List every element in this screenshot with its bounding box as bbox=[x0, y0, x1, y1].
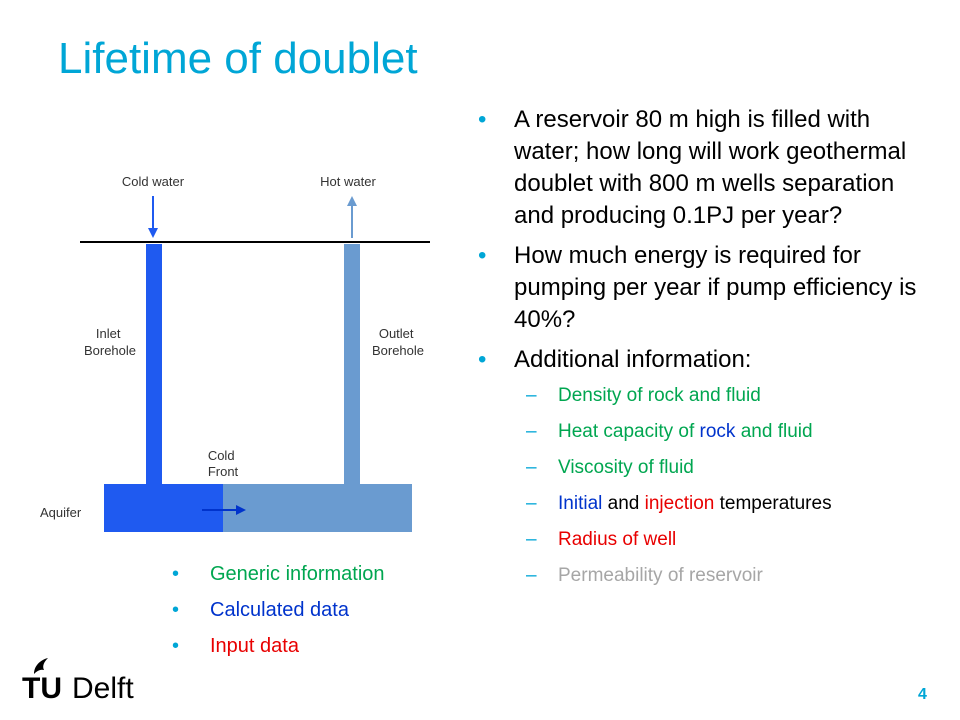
info-temp-suffix: temperatures bbox=[714, 493, 832, 514]
info-heat-capacity-prefix: Heat capacity of bbox=[558, 421, 700, 442]
color-legend: • Generic information • Calculated data • I… bbox=[172, 562, 385, 670]
bullet-icon: • bbox=[478, 242, 487, 269]
question-pumping: How much energy is required for pumping … bbox=[514, 242, 917, 333]
logo-tu: TU bbox=[22, 672, 62, 704]
additional-info-heading: Additional information: bbox=[514, 346, 752, 373]
dash-icon: – bbox=[526, 457, 537, 478]
list-item: • How much energy is required for pumping… bbox=[478, 240, 938, 336]
question-reservoir: A reservoir 80 m high is filled with wat… bbox=[514, 106, 907, 229]
inlet-borehole bbox=[146, 244, 162, 484]
bullet-icon: • bbox=[478, 106, 487, 133]
dash-icon: – bbox=[526, 493, 537, 514]
cold-water-label: Cold water bbox=[122, 174, 185, 189]
cold-water-arrowhead bbox=[148, 228, 158, 238]
dash-icon: – bbox=[526, 385, 537, 406]
outlet-borehole bbox=[344, 244, 360, 484]
bullet-icon: • bbox=[478, 346, 487, 373]
list-item: – Initial and injection temperatures bbox=[514, 492, 938, 516]
bullet-icon: • bbox=[172, 563, 180, 585]
info-heat-capacity-rock: rock bbox=[699, 421, 736, 442]
info-temp-initial: Initial bbox=[558, 493, 603, 514]
logo-delft: Delft bbox=[72, 672, 134, 704]
list-item: • Input data bbox=[172, 634, 385, 658]
aquifer-label: Aquifer bbox=[40, 505, 82, 520]
dash-icon: – bbox=[526, 565, 537, 586]
legend-input: Input data bbox=[210, 635, 299, 657]
aquifer-hot-zone bbox=[223, 484, 412, 532]
legend-generic: Generic information bbox=[210, 563, 385, 585]
list-item: – Viscosity of fluid bbox=[514, 456, 938, 480]
info-radius: Radius of well bbox=[558, 529, 677, 550]
list-item: • Calculated data bbox=[172, 598, 385, 622]
question-list: • A reservoir 80 m high is filled with wa… bbox=[478, 104, 938, 600]
bullet-icon: • bbox=[172, 599, 180, 621]
info-density: Density of rock and fluid bbox=[558, 385, 761, 406]
legend-calculated: Calculated data bbox=[210, 599, 349, 621]
info-permeability: Permeability of reservoir bbox=[558, 565, 763, 586]
list-item: • A reservoir 80 m high is filled with wa… bbox=[478, 104, 938, 232]
info-temp-and: and bbox=[602, 493, 645, 514]
additional-info-list: – Density of rock and fluid – Heat capacit… bbox=[514, 384, 938, 588]
dash-icon: – bbox=[526, 529, 537, 550]
list-item: • Generic information bbox=[172, 562, 385, 586]
cold-front-arrowhead bbox=[236, 505, 246, 515]
dash-icon: – bbox=[526, 421, 537, 442]
list-item: – Density of rock and fluid bbox=[514, 384, 938, 408]
slide-title: Lifetime of doublet bbox=[58, 34, 418, 83]
info-temp-injection: injection bbox=[644, 493, 715, 514]
info-heat-capacity-suffix: and fluid bbox=[735, 421, 813, 442]
hot-water-label: Hot water bbox=[320, 174, 376, 189]
inlet-label: Inlet Borehole bbox=[84, 326, 136, 358]
flame-icon bbox=[34, 658, 48, 674]
outlet-label: Outlet Borehole bbox=[372, 326, 424, 358]
aquifer-cold-zone bbox=[104, 484, 223, 532]
list-item: – Radius of well bbox=[514, 528, 938, 552]
cold-front-label: Cold Front bbox=[208, 448, 239, 479]
list-item: – Heat capacity of rock and fluid bbox=[514, 420, 938, 444]
bullet-icon: • bbox=[172, 635, 180, 657]
info-viscosity: Viscosity of fluid bbox=[558, 457, 694, 478]
hot-water-arrowhead bbox=[347, 196, 357, 206]
tudelft-logo: TU Delft bbox=[22, 658, 134, 704]
list-item: – Permeability of reservoir bbox=[514, 564, 938, 588]
page-number: 4 bbox=[918, 686, 927, 703]
list-item: • Additional information: – Density of roc… bbox=[478, 344, 938, 588]
doublet-diagram: Cold water Hot water Inlet Borehole Outl… bbox=[40, 174, 430, 532]
